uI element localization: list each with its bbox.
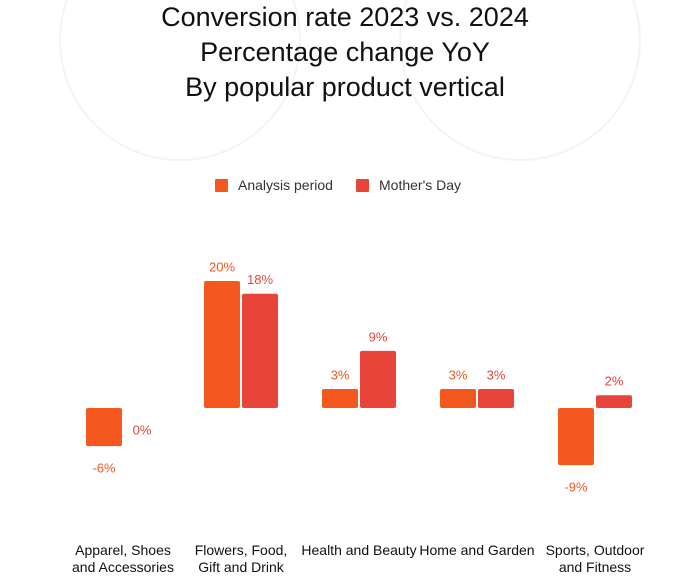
legend-item: Mother's Day	[356, 177, 461, 193]
value-label: 2%	[605, 374, 624, 389]
value-label: 0%	[133, 422, 152, 437]
x-tick-label: Sports, Outdoor and Fitness	[545, 542, 645, 575]
value-label: -9%	[564, 480, 588, 495]
chart-title: Percentage change YoY	[200, 37, 490, 67]
value-label: 3%	[487, 367, 506, 382]
bar	[242, 293, 278, 408]
bar	[558, 408, 594, 466]
legend-item: Analysis period	[215, 177, 333, 193]
bar	[478, 388, 514, 408]
chart-title: By popular product vertical	[185, 72, 505, 102]
value-label: 3%	[331, 367, 350, 382]
legend-swatch	[356, 178, 369, 192]
legend-label: Mother's Day	[379, 177, 462, 193]
chart-title: Conversion rate 2023 vs. 2024	[161, 2, 529, 32]
legend-swatch	[215, 178, 228, 192]
value-label: -6%	[92, 461, 116, 476]
bar	[360, 350, 396, 408]
x-tick-label: Health and Beauty	[301, 542, 417, 558]
decor	[399, 0, 641, 161]
bar	[204, 281, 240, 408]
value-label: 9%	[369, 329, 388, 344]
value-label: 18%	[247, 272, 273, 287]
bar	[440, 388, 476, 408]
x-tick-label: Flowers, Food, Gift and Drink	[194, 542, 288, 575]
legend-label: Analysis period	[238, 177, 333, 193]
decor	[59, 0, 301, 161]
x-tick-label: Apparel, Shoes and Accessories	[72, 542, 174, 575]
value-label: 20%	[209, 259, 235, 274]
x-tick-label: Home and Garden	[419, 542, 535, 558]
bar	[596, 395, 632, 408]
bar	[86, 408, 122, 447]
bar	[322, 388, 358, 408]
value-label: 3%	[449, 367, 468, 382]
